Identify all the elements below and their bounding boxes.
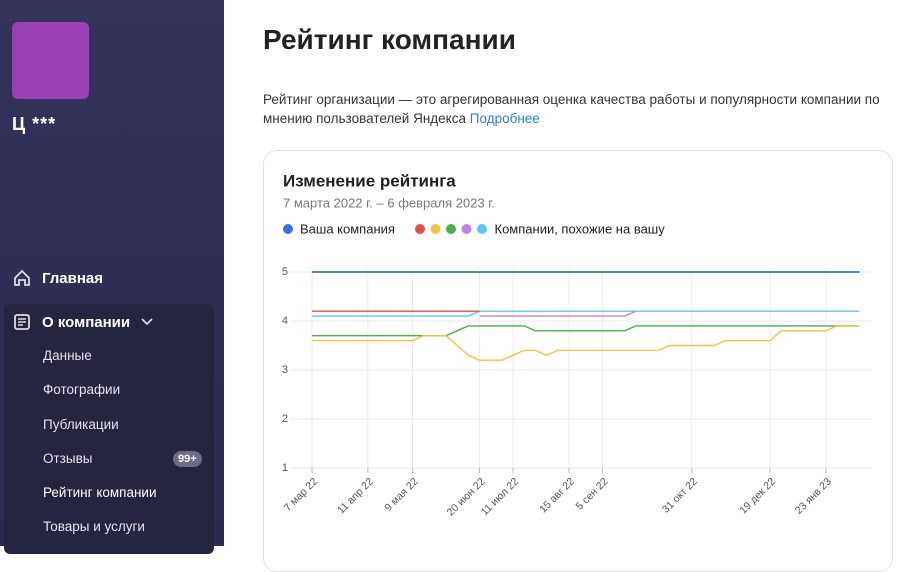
nav-item[interactable]: Главная <box>12 268 103 288</box>
page-title: Рейтинг компании <box>263 24 516 55</box>
legend-dot <box>461 224 472 234</box>
series-line <box>312 310 860 317</box>
legend-dot <box>415 224 425 234</box>
series-line <box>312 325 860 361</box>
description-text: Рейтинг организации — это агрегированная… <box>263 92 880 126</box>
home-icon <box>14 269 30 286</box>
subnav-item[interactable]: Данные <box>43 348 92 363</box>
legend-dot <box>283 224 293 234</box>
legend-label: Ваша компания <box>300 221 395 236</box>
nav-label: О компании <box>42 313 131 331</box>
legend-dot <box>446 224 456 234</box>
legend-label: Компании, похожие на вашу <box>495 221 666 236</box>
x-tick-label: 7 мар 22 <box>282 475 320 513</box>
y-tick-label: 3 <box>282 364 288 376</box>
subnav-item[interactable]: Публикации <box>43 417 119 432</box>
x-tick-label: 5 сен 22 <box>574 475 611 512</box>
y-tick-label: 1 <box>282 462 288 474</box>
reviews-badge: 99+ <box>173 451 202 467</box>
more-link[interactable]: Подробнее <box>469 111 540 126</box>
subnav-item[interactable]: Товары и услуги <box>43 519 145 534</box>
nav-label: Главная <box>42 269 104 287</box>
series-line <box>312 325 860 337</box>
subnav-item[interactable]: Фотографии <box>43 382 121 397</box>
chart-subtitle: 7 марта 2022 г. – 6 февраля 2023 г. <box>283 195 495 210</box>
x-tick-label: 11 апр 22 <box>335 475 376 516</box>
subnav-panel <box>4 304 214 554</box>
y-tick-label: 5 <box>282 266 288 278</box>
subnav-item[interactable]: Рейтинг компании <box>43 485 157 500</box>
y-tick-label: 4 <box>282 315 288 327</box>
legend-dot <box>477 224 487 234</box>
x-tick-label: 23 янв 23 <box>793 475 834 516</box>
subnav-item[interactable]: Отзывы <box>43 451 93 466</box>
sidebar: Ц *** Главная О компании Данные Фотограф… <box>0 0 224 554</box>
chart-title: Изменение рейтинга <box>283 171 456 190</box>
legend-dot <box>430 224 441 234</box>
x-tick-label: 9 мая 22 <box>382 475 420 513</box>
company-logo <box>12 22 89 99</box>
company-name: Ц *** <box>12 114 57 134</box>
y-tick-label: 2 <box>282 413 288 425</box>
description: Рейтинг организации — это агрегированная… <box>263 90 893 128</box>
x-tick-label: 19 дек 22 <box>737 475 778 516</box>
series-line <box>479 310 637 317</box>
chart: Изменение рейтинга 7 марта 2022 г. – 6 ф… <box>282 171 872 519</box>
nav-item[interactable]: О компании <box>12 312 154 332</box>
document-icon <box>14 314 30 330</box>
x-tick-label: 15 авг 22 <box>537 475 577 515</box>
x-tick-label: 31 окт 22 <box>660 475 700 515</box>
chevron-icon <box>141 318 153 326</box>
